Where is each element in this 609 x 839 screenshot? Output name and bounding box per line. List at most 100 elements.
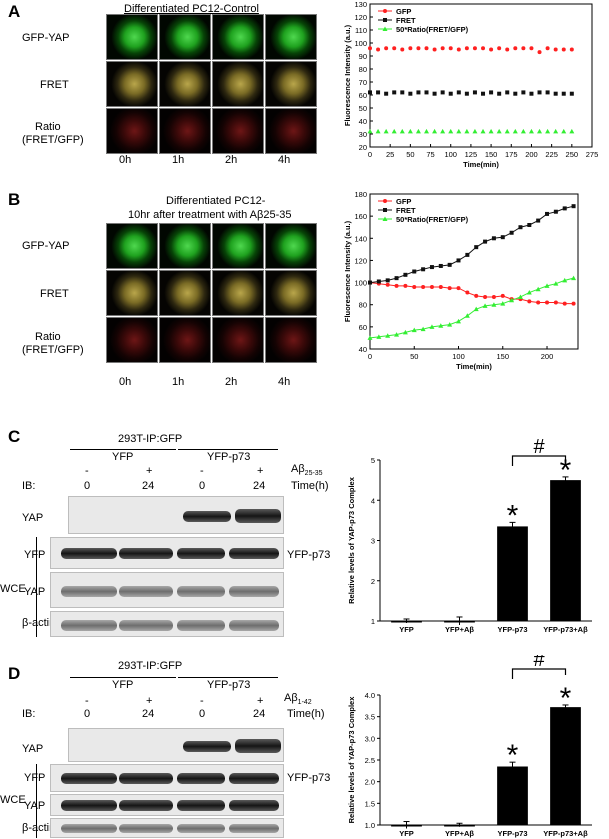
y-tick-label: 180 <box>354 190 367 199</box>
data-point <box>488 128 494 134</box>
data-point <box>376 334 382 339</box>
data-point <box>509 297 515 303</box>
data-point <box>472 46 477 51</box>
data-point <box>415 128 421 134</box>
time-label: 1h <box>172 154 185 166</box>
data-point <box>438 285 443 289</box>
data-point <box>456 128 462 134</box>
data-point <box>403 272 408 277</box>
data-point <box>420 326 426 332</box>
blot-label-yfp-p73: YFP-p73 <box>287 549 331 561</box>
row-label-ratio-sub: (FRET/GFP) <box>22 134 84 146</box>
y-tick-label: 20 <box>359 143 367 152</box>
data-point <box>447 286 452 291</box>
blot-label-yfp-p73: YFP-p73 <box>287 772 331 784</box>
data-point <box>528 128 534 134</box>
data-point <box>536 218 541 223</box>
bracket-label: # <box>533 436 545 458</box>
row-label-fret: FRET <box>40 288 69 300</box>
data-point <box>383 18 387 22</box>
data-point <box>491 236 496 241</box>
y-tick-label: 80 <box>359 301 367 310</box>
data-point <box>368 90 372 95</box>
data-point <box>440 46 445 51</box>
data-point <box>416 90 421 95</box>
y-tick-label: 2 <box>371 577 375 586</box>
y-tick-label: 3.5 <box>365 713 375 722</box>
data-point <box>504 128 510 134</box>
group-label-yfp: YFP <box>112 451 134 463</box>
category-label: YFP+Aβ <box>445 625 474 634</box>
chart-a-fluorescence: 20 30 40 50 60 70 80 90 100 110 120 130 0 25 50 75 100 12… <box>343 0 598 169</box>
data-point <box>521 90 526 95</box>
data-point <box>456 90 461 95</box>
data-point <box>448 91 453 96</box>
data-point <box>421 267 426 272</box>
data-point <box>384 46 389 51</box>
micrograph-green <box>265 223 317 269</box>
x-tick-label: 75 <box>426 150 434 159</box>
y-tick-label: 100 <box>354 39 367 48</box>
data-point <box>500 235 505 240</box>
data-point <box>403 283 408 288</box>
y-tick-label: 2.0 <box>365 778 375 787</box>
data-point <box>535 286 541 292</box>
series-line <box>369 282 574 305</box>
micrograph-yellow <box>106 61 158 107</box>
data-point <box>376 90 381 95</box>
x-tick-label: 200 <box>541 352 554 361</box>
micrograph-green <box>265 14 317 60</box>
chart-c-bars: 1 2 3 4 5 Relative levels of YAP-p73 Complex Y… <box>347 436 592 634</box>
data-point <box>521 46 526 51</box>
data-point <box>553 91 558 96</box>
data-point <box>368 280 372 285</box>
data-point <box>518 225 523 230</box>
y-axis-label: Fluorescence Intensity (a.u.) <box>343 24 352 126</box>
wce-label: WCE <box>0 583 26 595</box>
time-label: 2h <box>225 154 238 166</box>
data-point <box>517 294 523 299</box>
data-point <box>432 91 437 96</box>
data-point <box>544 283 550 288</box>
legend-entry: 50*Ratio(FRET/GFP) <box>396 25 469 34</box>
time-value: 24 <box>142 708 155 720</box>
time-label: 4h <box>278 154 291 166</box>
data-point <box>394 283 399 288</box>
blot-wce-yfp <box>50 537 284 569</box>
data-point <box>545 128 551 134</box>
category-label: YFP-p73 <box>497 829 527 838</box>
treatment-sign: + <box>146 465 153 477</box>
y-tick-label: 2.5 <box>365 756 375 765</box>
x-axis-label: Time(min) <box>456 362 492 371</box>
data-point <box>465 290 470 295</box>
legend-entry: FRET <box>396 206 416 215</box>
y-tick-label: 60 <box>359 323 367 332</box>
data-point <box>489 47 494 52</box>
x-tick-label: 200 <box>525 150 538 159</box>
plot-frame <box>369 193 579 350</box>
row-label-ratio-sub: (FRET/GFP) <box>22 344 84 356</box>
micrograph-red <box>212 317 264 363</box>
data-point <box>472 90 477 95</box>
data-point <box>481 91 486 96</box>
data-point <box>474 293 479 298</box>
data-point <box>408 46 413 51</box>
data-point <box>385 333 391 338</box>
data-point <box>553 128 559 134</box>
row-label-ratio: Ratio <box>35 121 61 133</box>
data-point <box>545 300 550 305</box>
panel-letter-d: D <box>8 664 21 683</box>
y-tick-label: 80 <box>359 65 367 74</box>
ib-label: IB: <box>22 480 36 492</box>
data-point <box>562 277 568 283</box>
time-value: 0 <box>84 480 91 492</box>
data-point <box>382 26 388 31</box>
significance-mark: * <box>507 499 519 532</box>
data-point <box>571 204 576 209</box>
data-point <box>407 128 413 134</box>
y-tick-label: 1.5 <box>365 799 375 808</box>
treatment-sign: - <box>85 695 89 707</box>
y-tick-label: 1 <box>371 617 375 626</box>
data-point <box>561 47 566 52</box>
time-label: 0h <box>119 154 132 166</box>
